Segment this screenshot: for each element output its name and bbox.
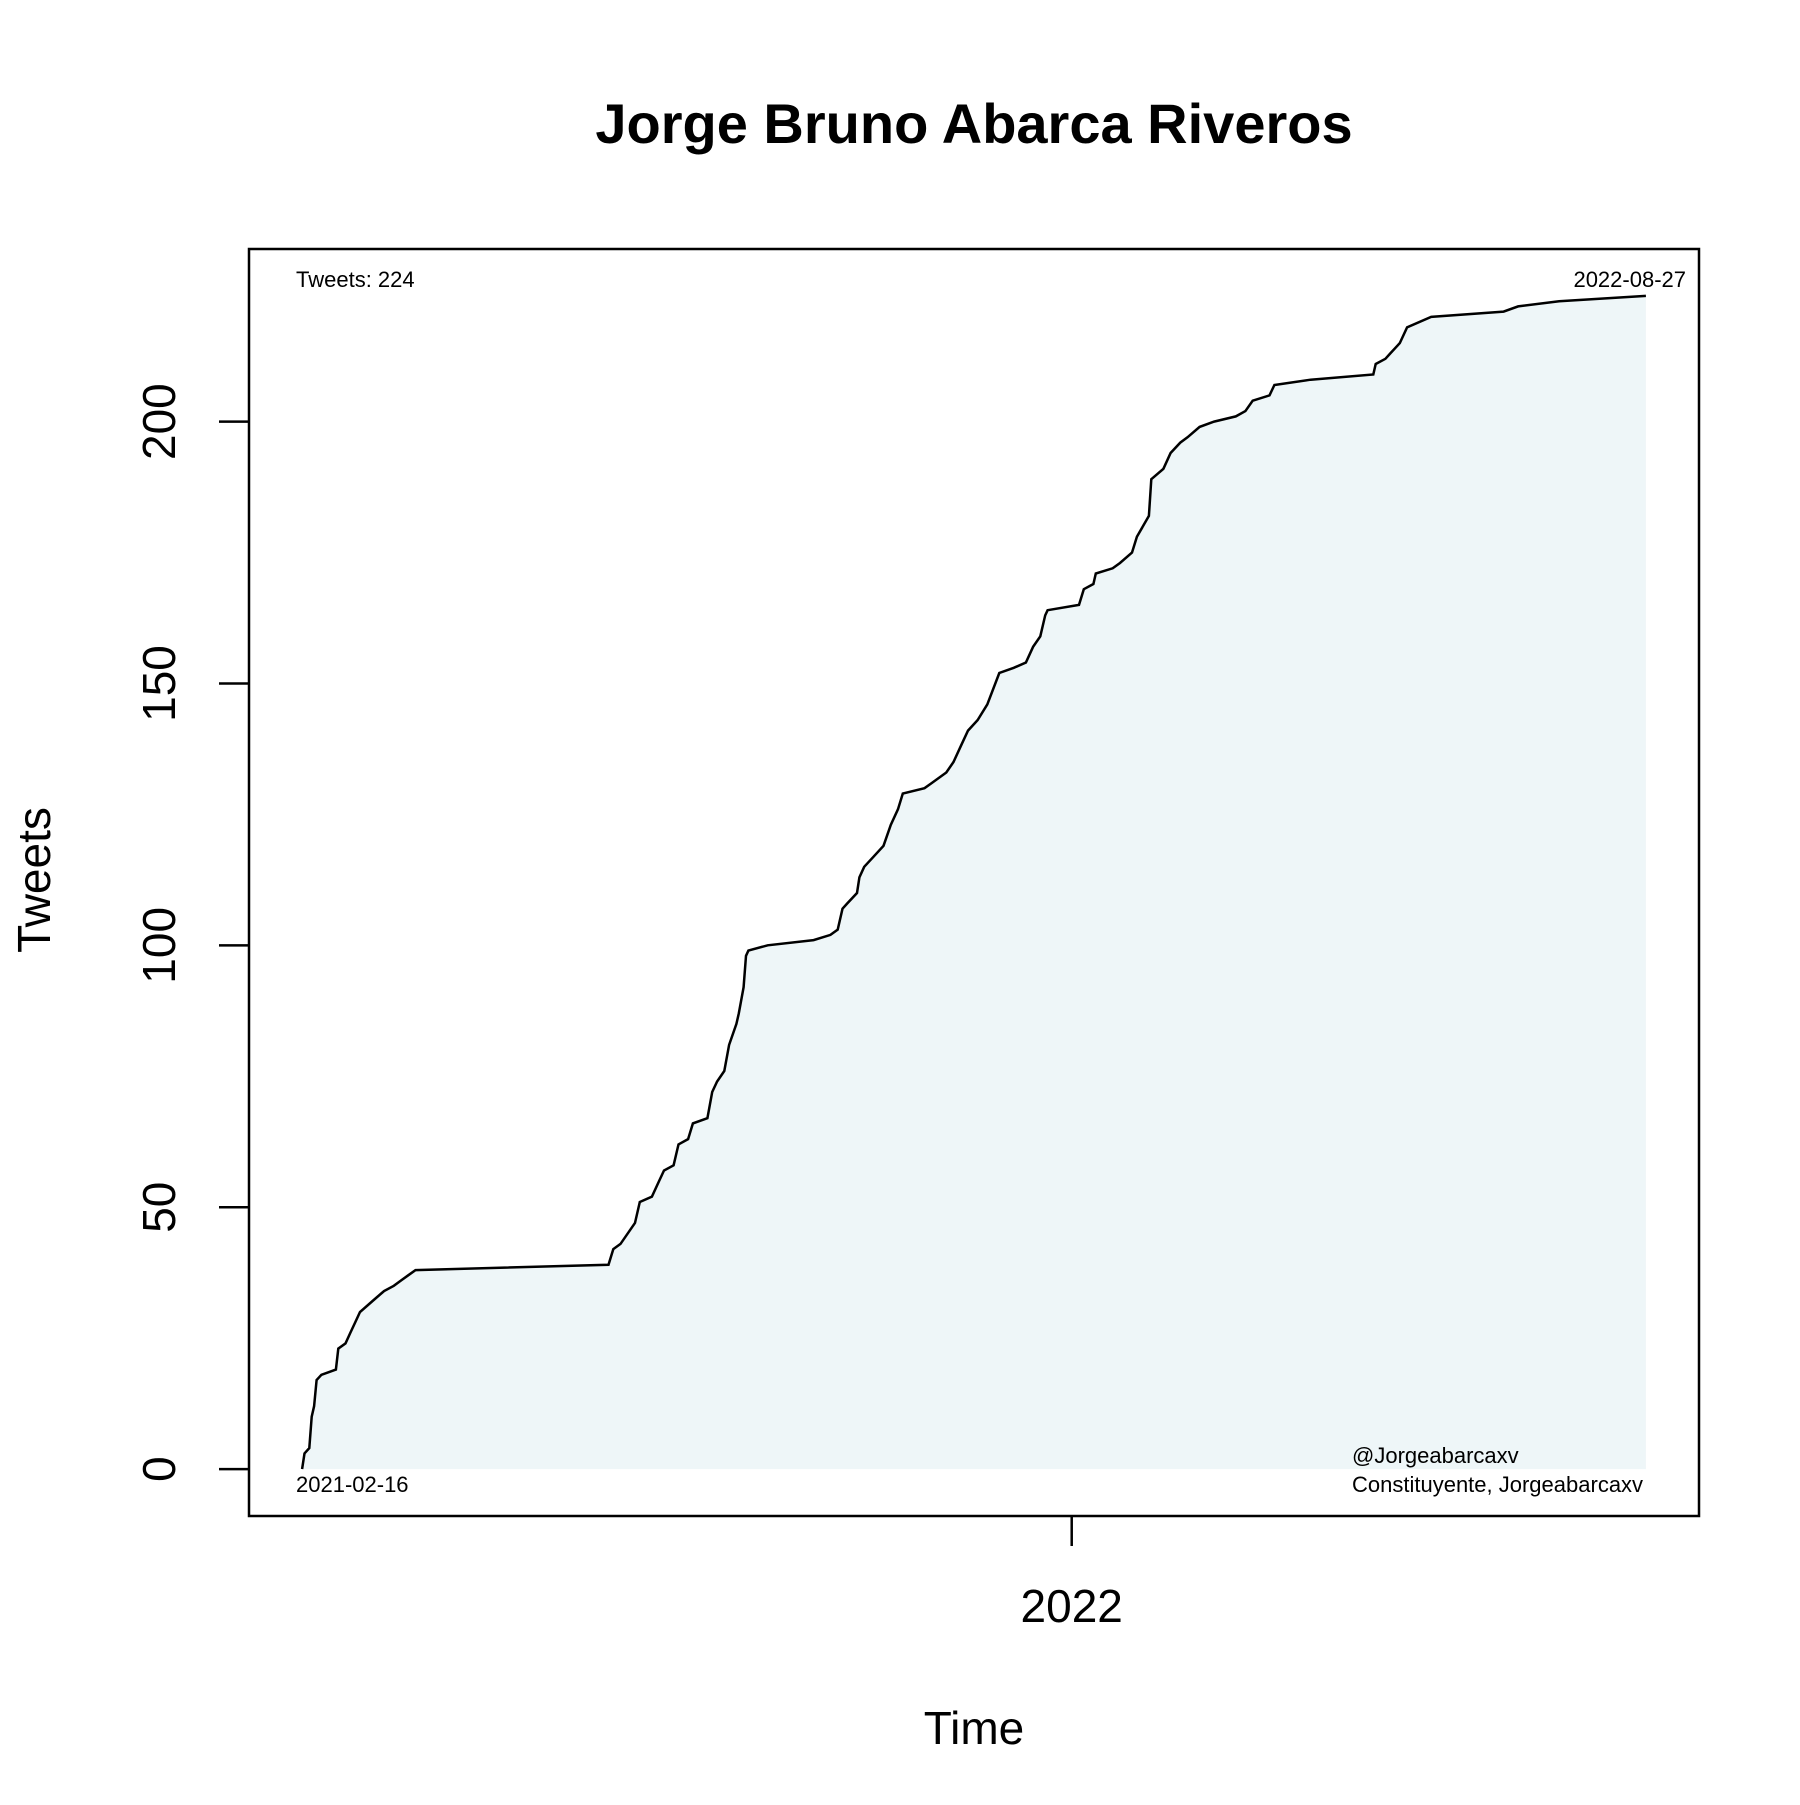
chart-title: Jorge Bruno Abarca Riveros	[595, 92, 1352, 155]
annotation: Tweets: 224	[296, 267, 415, 292]
annotation: 2022-08-27	[1573, 267, 1686, 292]
y-tick-label: 200	[133, 383, 185, 460]
area	[302, 295, 1646, 1470]
plot-frame	[247, 247, 1701, 1518]
y-axis-label: Tweets	[8, 807, 60, 953]
y-tick-label: 0	[133, 1456, 185, 1482]
line	[300, 294, 1646, 1470]
annotation: 2021-02-16	[296, 1472, 409, 1497]
plot-area	[300, 294, 1646, 1470]
x-axis-label: Time	[924, 1702, 1025, 1754]
annotation: Constituyente, Jorgeabarcaxv	[1352, 1472, 1643, 1497]
y-tick-label: 50	[133, 1182, 185, 1233]
x-tick-label: 2022	[1021, 1580, 1123, 1632]
annotation: @Jorgeabarcaxv	[1352, 1443, 1519, 1468]
y-tick-label: 150	[133, 645, 185, 722]
y-tick-label: 100	[133, 907, 185, 984]
